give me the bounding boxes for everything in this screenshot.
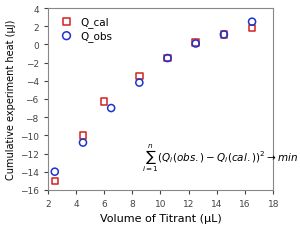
Q_obs bbox=[221, 33, 226, 37]
Q_cal bbox=[193, 42, 198, 45]
Q_cal bbox=[250, 27, 254, 31]
X-axis label: Volume of Titrant (μL): Volume of Titrant (μL) bbox=[100, 213, 221, 224]
Q_obs bbox=[193, 43, 198, 46]
Legend: Q_cal, Q_obs: Q_cal, Q_obs bbox=[53, 14, 115, 45]
Q_cal bbox=[102, 100, 106, 104]
Q_cal bbox=[52, 179, 57, 183]
Q_obs bbox=[52, 170, 57, 174]
Q_cal bbox=[81, 134, 85, 138]
Text: $\sum_{i=1}^{n}(Q_i(obs.) - Q_i(cal.))^2 \rightarrow min$: $\sum_{i=1}^{n}(Q_i(obs.) - Q_i(cal.))^2… bbox=[142, 142, 298, 173]
Q_obs bbox=[165, 57, 170, 61]
Q_obs bbox=[137, 81, 142, 85]
Q_cal bbox=[165, 57, 170, 61]
Y-axis label: Cumulative experiment heat (μJ): Cumulative experiment heat (μJ) bbox=[6, 20, 16, 179]
Q_obs bbox=[81, 141, 85, 145]
Q_cal bbox=[221, 33, 226, 37]
Q_cal bbox=[137, 75, 142, 79]
Q_obs bbox=[250, 21, 254, 25]
Q_obs bbox=[109, 107, 114, 110]
